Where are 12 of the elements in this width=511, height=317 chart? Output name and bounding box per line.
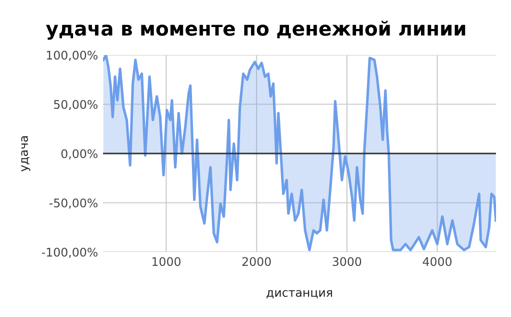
x-tick-label: 4000	[422, 257, 452, 266]
chart-title: удача в моменте по денежной линии	[46, 20, 466, 40]
y-tick-label: -100,00%	[42, 248, 98, 258]
y-tick-label: 100,00%	[46, 50, 98, 61]
x-axis-title: дистанция	[266, 290, 332, 298]
y-axis-title: удача	[21, 136, 30, 172]
y-tick-label: 0,00%	[61, 149, 98, 160]
x-tick-label: 1000	[152, 257, 180, 266]
x-tick-label: 3000	[332, 257, 362, 266]
y-tick-label: 50,00%	[54, 100, 98, 110]
y-tick-label: -50,00%	[49, 198, 98, 209]
x-tick-label: 2000	[242, 257, 271, 266]
